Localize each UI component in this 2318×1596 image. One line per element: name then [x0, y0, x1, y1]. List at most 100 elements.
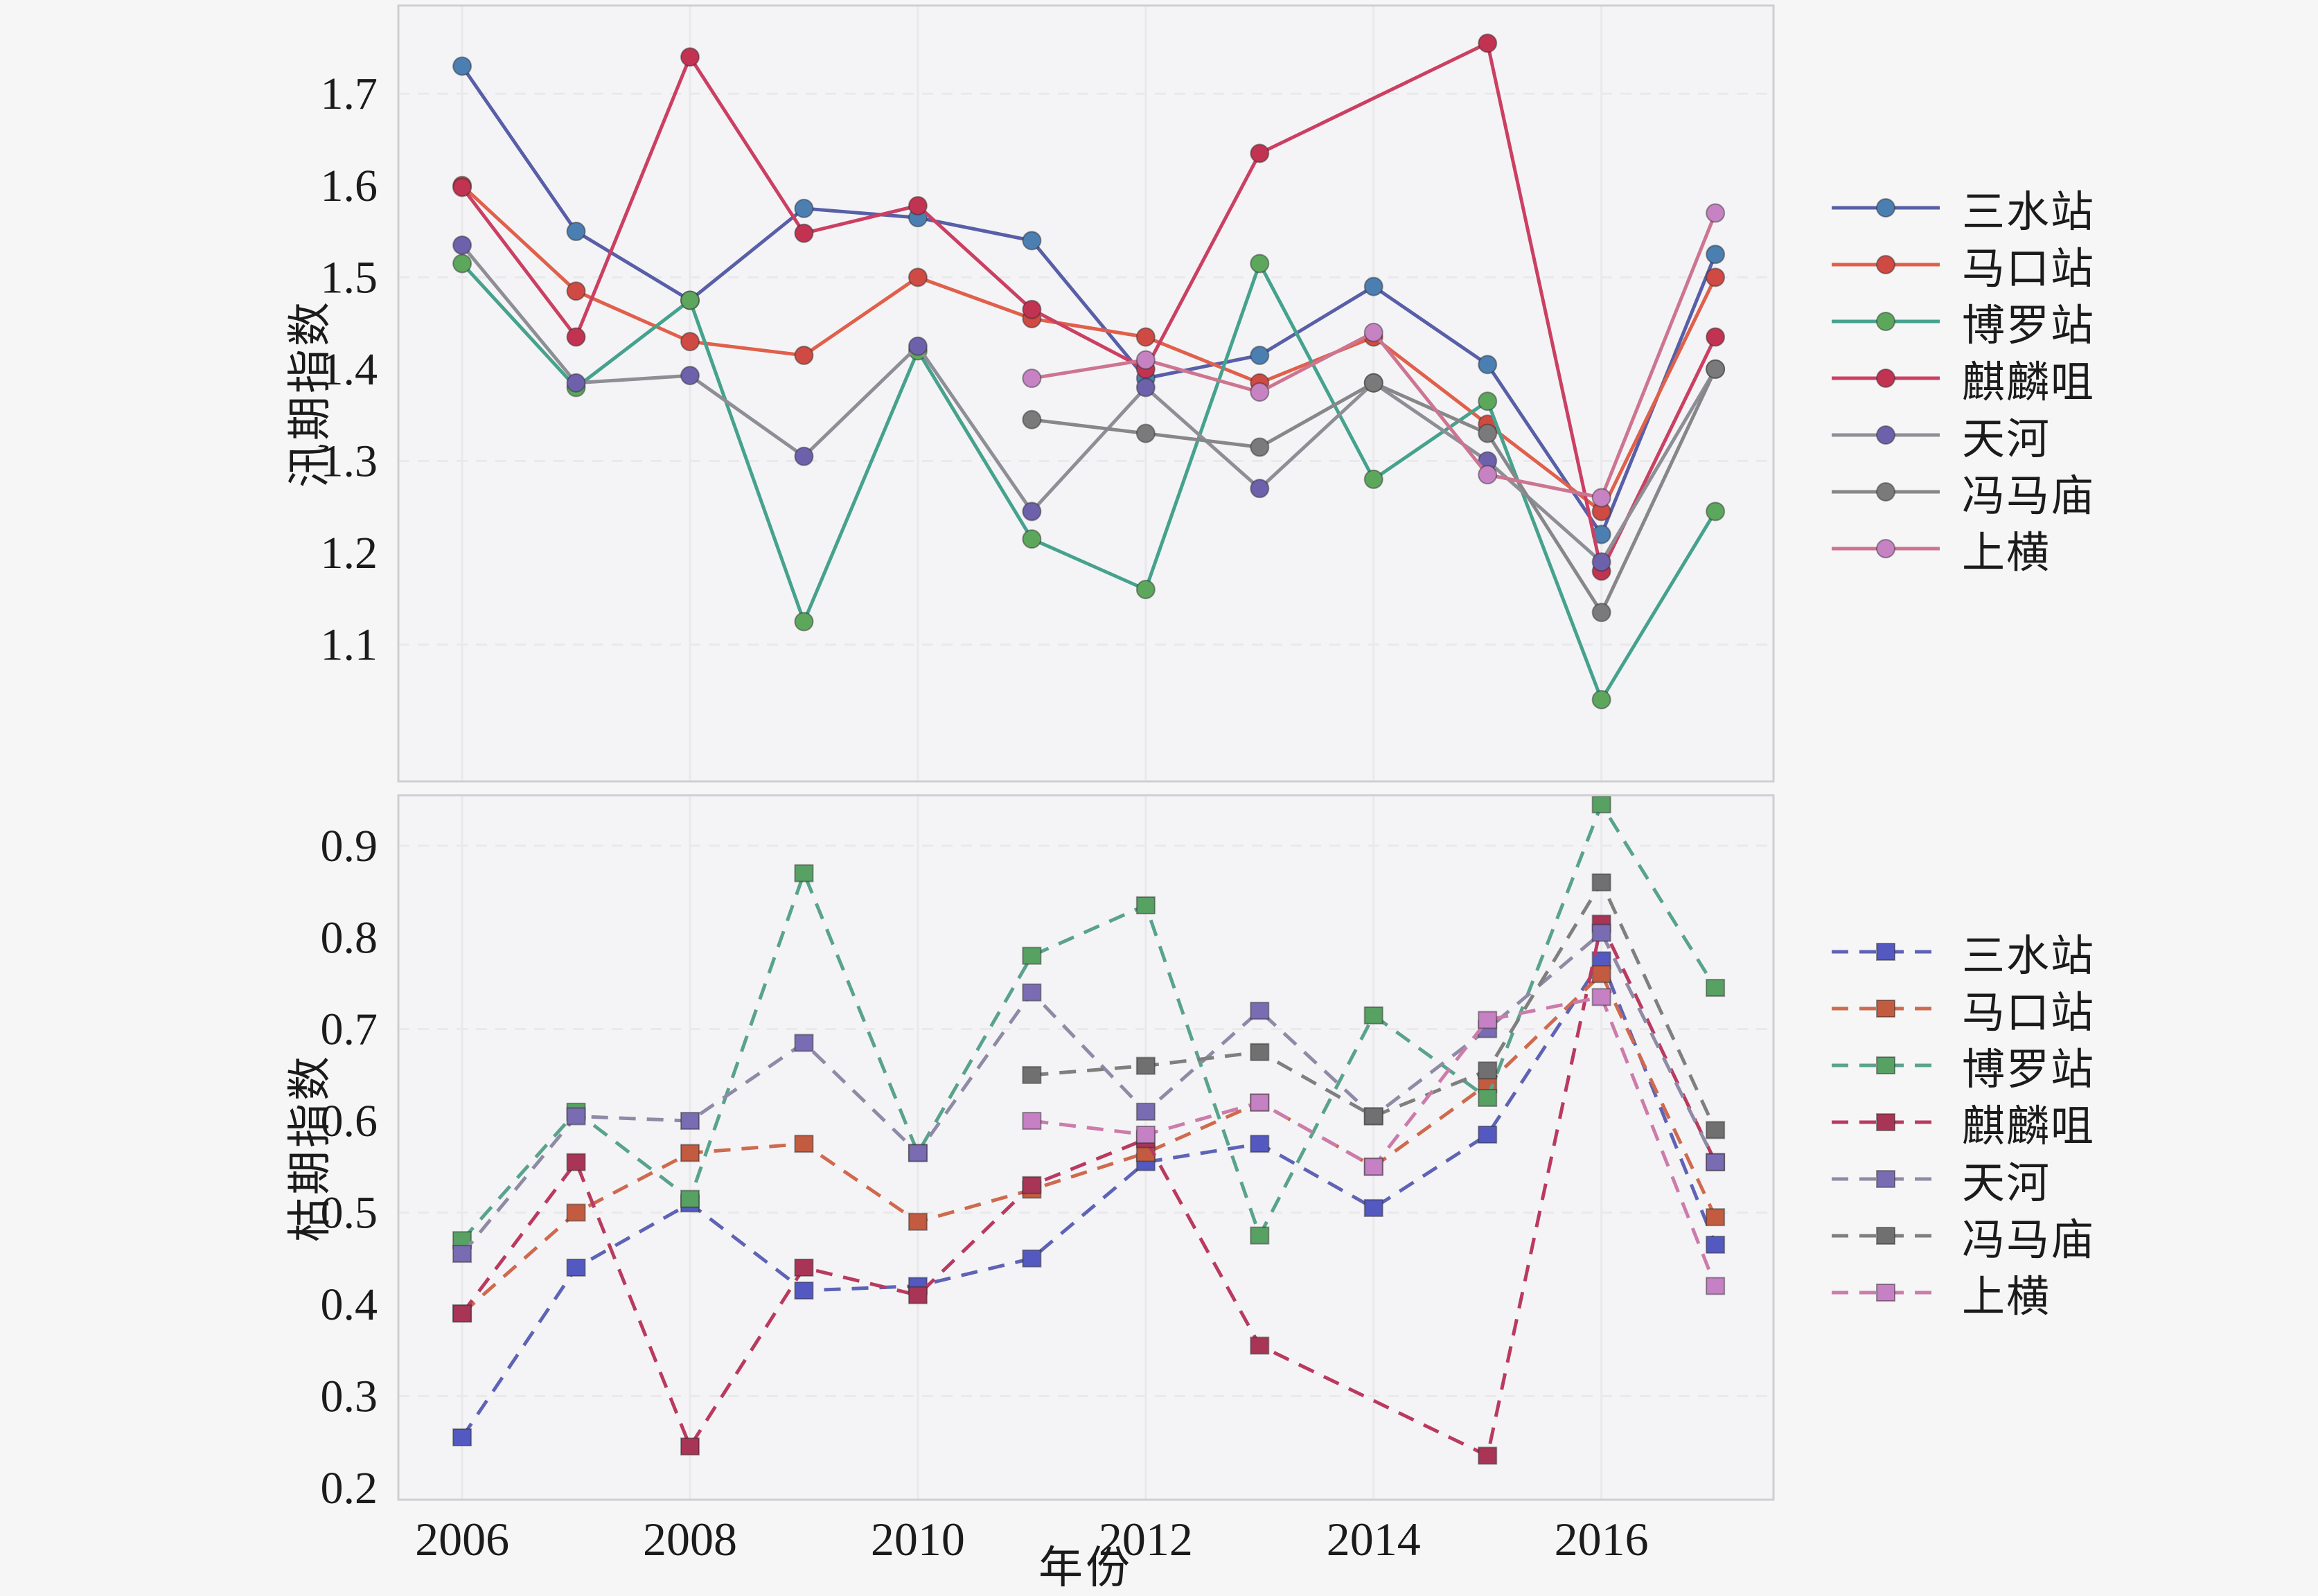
data-point-冯马庙 — [1363, 1107, 1383, 1126]
series-line-博罗站 — [461, 800, 1717, 1241]
panel-frame — [397, 794, 1775, 1501]
x-tick-label: 2006 — [415, 1513, 509, 1566]
y-tick-label: 1.2 — [321, 528, 378, 578]
legend-label: 三水站 — [1962, 189, 2096, 236]
y-tick-label: 0.3 — [321, 1371, 378, 1421]
y-tick-label: 1.4 — [321, 344, 378, 395]
data-point-麒麟咀 — [566, 327, 586, 347]
data-point-冯马庙 — [1250, 437, 1270, 457]
legend-label: 麒麟咀 — [1962, 1103, 2096, 1151]
data-point-天河 — [794, 446, 814, 466]
legend-marker-三水站 — [1832, 198, 1940, 218]
data-point-博罗站 — [1706, 502, 1726, 522]
data-point-上横 — [1363, 322, 1383, 342]
data-point-天河 — [680, 366, 700, 386]
data-point-马口站 — [794, 1135, 814, 1153]
data-point-三水站 — [1250, 1135, 1270, 1153]
data-point-博罗站 — [1478, 391, 1498, 411]
legend-item-上横: 上横 — [1830, 520, 2095, 577]
data-point-上横 — [1250, 1093, 1270, 1112]
legend-label: 冯马庙 — [1962, 473, 2096, 520]
data-point-三水站 — [1363, 1198, 1383, 1217]
data-point-马口站 — [1706, 1208, 1726, 1227]
data-point-麒麟咀 — [1022, 299, 1042, 319]
data-point-麒麟咀 — [1250, 1336, 1270, 1355]
data-point-博罗站 — [794, 864, 814, 883]
data-point-麒麟咀 — [452, 1304, 472, 1323]
legend-label: 马口站 — [1962, 246, 2096, 293]
legend-label: 三水站 — [1962, 933, 2096, 980]
panel-frame — [397, 4, 1775, 783]
data-point-冯马庙 — [1135, 423, 1156, 443]
data-point-马口站 — [680, 332, 700, 352]
data-point-博罗站 — [1022, 529, 1042, 549]
data-point-麒麟咀 — [566, 1153, 586, 1171]
y-tick-label: 1.7 — [321, 69, 378, 119]
data-point-博罗站 — [1591, 690, 1611, 710]
data-point-冯马庙 — [1363, 373, 1383, 393]
data-point-天河 — [1706, 1153, 1726, 1171]
legend-label: 冯马庙 — [1962, 1217, 2096, 1264]
legend-item-上横: 上横 — [1830, 1264, 2095, 1321]
data-point-博罗站 — [794, 612, 814, 632]
legend-marker-上横 — [1832, 1284, 1940, 1302]
data-point-天河 — [1135, 1102, 1156, 1121]
data-point-马口站 — [680, 1144, 700, 1162]
legend-item-马口站: 马口站 — [1830, 980, 2095, 1037]
data-point-天河 — [908, 336, 928, 356]
series-line-马口站 — [461, 184, 1717, 515]
data-point-上横 — [1135, 350, 1156, 370]
series-line-马口站 — [461, 970, 1717, 1315]
data-point-上横 — [1706, 1277, 1726, 1295]
legend-item-天河: 天河 — [1830, 1151, 2095, 1207]
y-tick-label: 1.5 — [321, 252, 378, 303]
data-point-麒麟咀 — [1022, 1176, 1042, 1194]
y-tick-label: 1.6 — [321, 161, 378, 211]
legend-item-三水站: 三水站 — [1830, 179, 2095, 236]
data-point-天河 — [566, 373, 586, 393]
flood-y-axis-title: 汛期指数 — [285, 299, 335, 488]
legend-label: 上横 — [1962, 530, 2051, 577]
data-point-上横 — [1250, 382, 1270, 402]
legend-item-天河: 天河 — [1830, 407, 2095, 463]
x-tick-label: 2016 — [1555, 1513, 1649, 1566]
legend-item-三水站: 三水站 — [1830, 923, 2095, 980]
legend-marker-麒麟咀 — [1832, 1113, 1940, 1131]
data-point-天河 — [1591, 923, 1611, 942]
data-point-冯马庙 — [1022, 409, 1042, 429]
data-point-博罗站 — [1591, 795, 1611, 814]
data-point-麒麟咀 — [908, 195, 928, 215]
data-point-天河 — [452, 1245, 472, 1264]
data-point-冯马庙 — [1591, 873, 1611, 892]
dry-chart-legend: 三水站 马口站 博罗站 麒麟咀 天河 冯马庙 上横 — [1830, 923, 2095, 1321]
legend-item-冯马庙: 冯马庙 — [1830, 1207, 2095, 1264]
series-line-三水站 — [461, 65, 1717, 538]
data-point-博罗站 — [680, 290, 700, 310]
data-point-冯马庙 — [1135, 1056, 1156, 1075]
data-point-上横 — [1706, 203, 1726, 223]
data-point-上横 — [1478, 465, 1498, 485]
data-point-三水站 — [1478, 1125, 1498, 1144]
y-tick-label: 0.7 — [321, 1004, 378, 1055]
data-point-麒麟咀 — [680, 1437, 700, 1456]
data-point-博罗站 — [1135, 896, 1156, 914]
legend-marker-冯马庙 — [1832, 1227, 1940, 1245]
legend-item-麒麟咀: 麒麟咀 — [1830, 1094, 2095, 1151]
data-point-上横 — [1135, 1125, 1156, 1144]
data-point-麒麟咀 — [680, 47, 700, 67]
data-point-三水站 — [1022, 1249, 1042, 1268]
data-point-博罗站 — [1706, 979, 1726, 998]
y-tick-label: 0.4 — [321, 1279, 378, 1330]
y-tick-label: 0.2 — [321, 1463, 378, 1514]
legend-label: 天河 — [1962, 1160, 2051, 1207]
legend-marker-冯马庙 — [1832, 482, 1940, 502]
data-point-麒麟咀 — [1478, 1446, 1498, 1465]
data-point-上横 — [1363, 1158, 1383, 1176]
y-tick-label: 0.9 — [321, 821, 378, 871]
legend-marker-上横 — [1832, 539, 1940, 558]
legend-marker-马口站 — [1832, 1000, 1940, 1018]
data-point-上横 — [1022, 1112, 1042, 1130]
